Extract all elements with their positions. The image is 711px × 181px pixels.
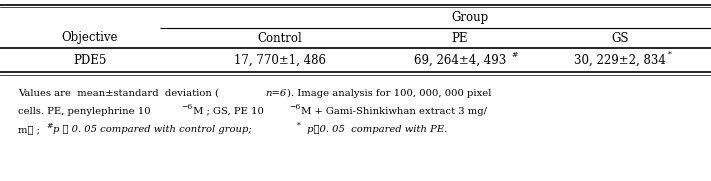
Text: Objective: Objective [62, 31, 118, 45]
Text: p〈0. 05  compared with PE.: p〈0. 05 compared with PE. [304, 125, 447, 134]
Text: mℓ ;: mℓ ; [18, 125, 43, 134]
Text: PE: PE [451, 31, 469, 45]
Text: 17, 770±1, 486: 17, 770±1, 486 [234, 54, 326, 66]
Text: −6: −6 [181, 103, 192, 111]
Text: #: # [46, 122, 53, 130]
Text: GS: GS [611, 31, 629, 45]
Text: Group: Group [451, 12, 488, 24]
Text: PDE5: PDE5 [73, 54, 107, 66]
Text: Control: Control [257, 31, 302, 45]
Text: 30, 229±2, 834: 30, 229±2, 834 [574, 54, 666, 66]
Text: 69, 264±4, 493: 69, 264±4, 493 [414, 54, 506, 66]
Text: *: * [668, 51, 672, 59]
Text: n=6: n=6 [265, 89, 287, 98]
Text: Values are  mean±standard  deviation (: Values are mean±standard deviation ( [18, 89, 219, 98]
Text: −6: −6 [289, 103, 300, 111]
Text: M ; GS, PE 10: M ; GS, PE 10 [190, 106, 264, 115]
Text: *: * [297, 122, 301, 130]
Text: M + Gami-Shinkiwhan extract 3 mg/: M + Gami-Shinkiwhan extract 3 mg/ [298, 106, 487, 115]
Text: #: # [512, 51, 518, 59]
Text: ). Image analysis for 100, 000, 000 pixel: ). Image analysis for 100, 000, 000 pixe… [287, 89, 491, 98]
Text: p 〈 0. 05 compared with control group;: p 〈 0. 05 compared with control group; [53, 125, 255, 134]
Text: cells. PE, penylephrine 10: cells. PE, penylephrine 10 [18, 106, 151, 115]
